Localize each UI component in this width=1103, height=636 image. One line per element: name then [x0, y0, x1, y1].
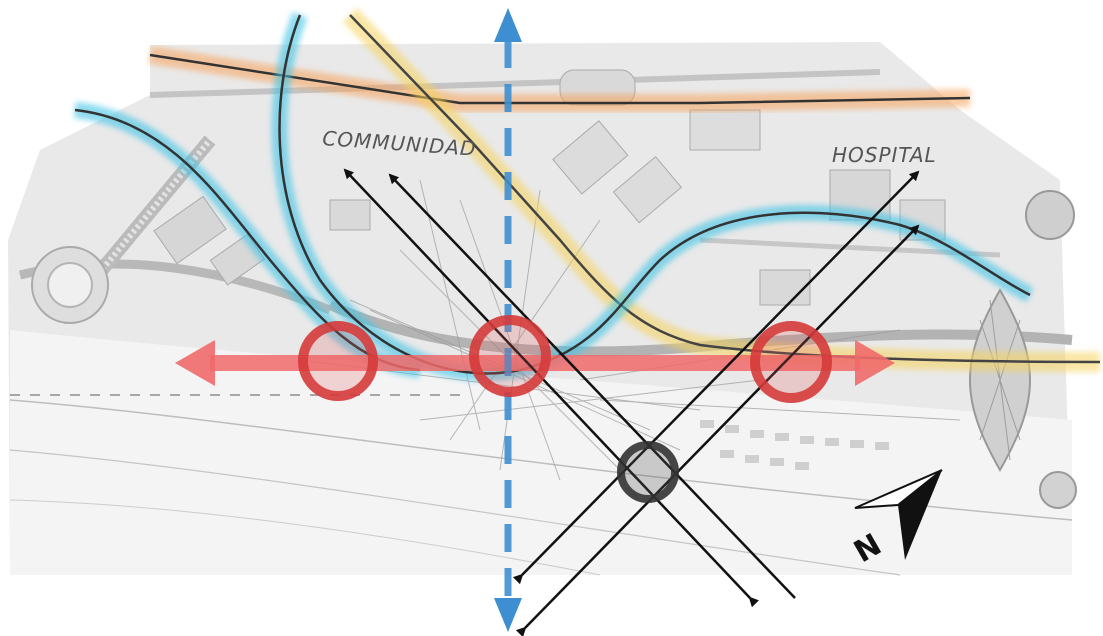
node-ring-left [298, 321, 378, 401]
north-arrow-icon: N [848, 469, 943, 570]
orange-corridor-line [148, 46, 971, 112]
diagonal-arrows [343, 168, 920, 636]
node-ring-right [750, 321, 832, 403]
node-rings [298, 315, 832, 503]
label-hospital: HOSPITAL [832, 143, 937, 167]
node-ring-center [469, 315, 551, 397]
diagonal-arrow-4 [515, 224, 920, 636]
node-ring-dark [617, 441, 679, 503]
